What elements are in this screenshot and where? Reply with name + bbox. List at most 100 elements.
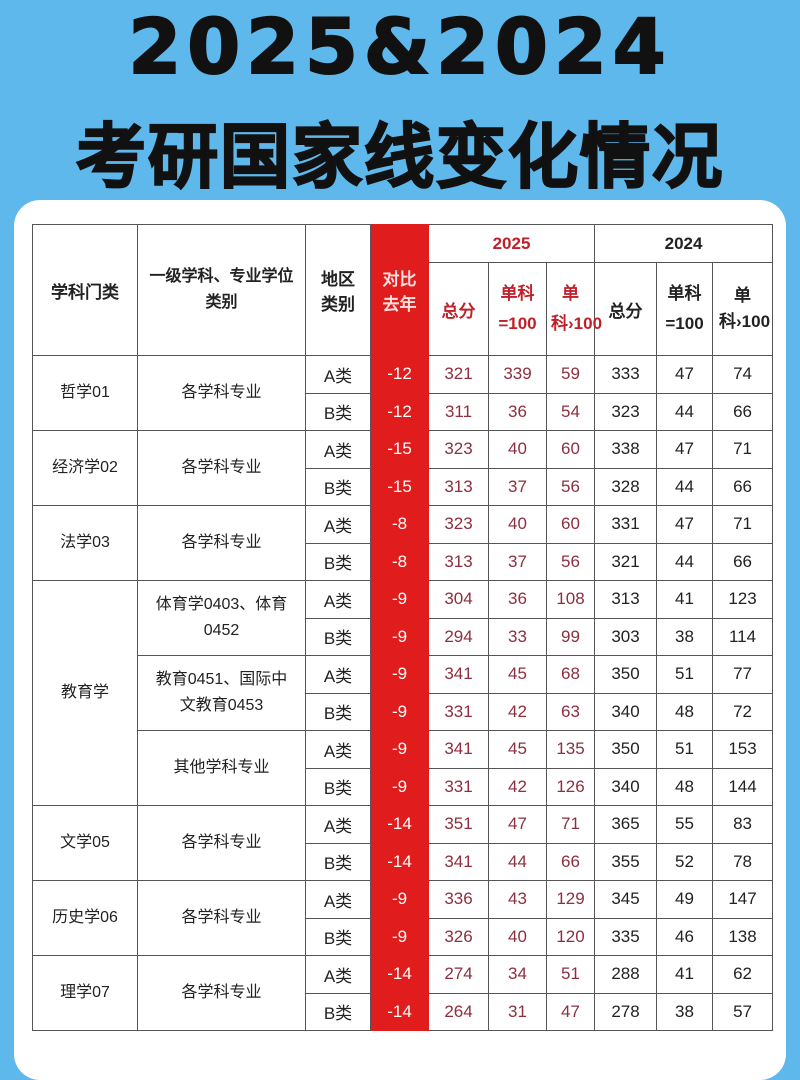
diff-cell: -14 bbox=[370, 992, 429, 1031]
single-eq-2025-cell: 45 bbox=[488, 730, 547, 769]
table-row: 历史学06 各学科专业 A类 -9 336 43 129 345 49 147 bbox=[32, 880, 774, 956]
total-2024-cell: 340 bbox=[594, 692, 658, 731]
single-gt-2024-cell: 66 bbox=[712, 392, 774, 431]
single-gt-2025-cell: 120 bbox=[545, 917, 596, 956]
region-cell: B类 bbox=[305, 992, 371, 1031]
header-region: 地区类别 bbox=[305, 224, 371, 356]
region-cell: B类 bbox=[305, 692, 371, 731]
single-gt-2025-cell: 68 bbox=[545, 655, 596, 694]
single-eq-2024-cell: 41 bbox=[656, 955, 714, 994]
region-cell: A类 bbox=[305, 430, 371, 469]
header-2025-single-eq: 单科=100 bbox=[488, 262, 547, 356]
total-2024-cell: 313 bbox=[594, 580, 658, 619]
single-eq-2024-cell: 44 bbox=[656, 467, 714, 506]
single-eq-2025-cell: 40 bbox=[488, 505, 547, 544]
category-cell: 经济学02 bbox=[32, 430, 138, 506]
header-2025: 2025 bbox=[427, 224, 596, 263]
single-gt-2024-cell: 78 bbox=[712, 842, 774, 881]
table-row: 其他学科专业 A类 -9 341 45 135 350 51 153 bbox=[33, 730, 774, 806]
total-2024-cell: 278 bbox=[594, 992, 658, 1031]
region-cell: A类 bbox=[305, 580, 371, 619]
subject-cell: 各学科专业 bbox=[137, 880, 306, 956]
table-row: 教育0451、国际中文教育0453 A类 -9 341 45 68 350 51 77 bbox=[33, 655, 774, 731]
total-2024-cell: 335 bbox=[594, 917, 658, 956]
total-2024-cell: 323 bbox=[594, 392, 658, 431]
total-2024-cell: 328 bbox=[594, 467, 658, 506]
single-eq-2024-cell: 48 bbox=[656, 767, 714, 806]
score-table: 学科门类 一级学科、专业学位类别 地区类别 对比去年 2025 2024 总分 … bbox=[32, 224, 774, 1031]
single-gt-2024-cell: 66 bbox=[712, 467, 774, 506]
total-2025-cell: 274 bbox=[428, 955, 489, 994]
header-2024-total: 总分 bbox=[594, 262, 658, 356]
single-gt-2025-cell: 99 bbox=[545, 617, 596, 656]
region-cell: A类 bbox=[305, 355, 371, 394]
single-gt-2024-cell: 144 bbox=[712, 767, 774, 806]
single-eq-2025-cell: 40 bbox=[488, 917, 547, 956]
single-gt-2025-cell: 54 bbox=[545, 392, 596, 431]
region-cell: B类 bbox=[305, 392, 371, 431]
single-eq-2024-cell: 47 bbox=[656, 505, 714, 544]
total-2024-cell: 338 bbox=[594, 430, 658, 469]
single-gt-2024-cell: 57 bbox=[712, 992, 774, 1031]
total-2024-cell: 288 bbox=[594, 955, 658, 994]
single-eq-2025-cell: 31 bbox=[488, 992, 547, 1031]
total-2025-cell: 321 bbox=[428, 355, 489, 394]
single-eq-2025-cell: 43 bbox=[488, 880, 547, 919]
header-2025-total: 总分 bbox=[428, 262, 489, 356]
single-gt-2025-cell: 56 bbox=[545, 467, 596, 506]
diff-cell: -9 bbox=[370, 730, 429, 769]
header-diff: 对比去年 bbox=[370, 224, 429, 356]
region-cell: B类 bbox=[305, 842, 371, 881]
single-gt-2024-cell: 83 bbox=[712, 805, 774, 844]
single-gt-2024-cell: 77 bbox=[712, 655, 774, 694]
subject-cell: 各学科专业 bbox=[137, 955, 306, 1031]
total-2025-cell: 264 bbox=[428, 992, 489, 1031]
single-eq-2024-cell: 51 bbox=[656, 730, 714, 769]
single-eq-2025-cell: 37 bbox=[488, 542, 547, 581]
total-2025-cell: 311 bbox=[428, 392, 489, 431]
region-cell: B类 bbox=[305, 767, 371, 806]
single-gt-2025-cell: 71 bbox=[545, 805, 596, 844]
region-cell: A类 bbox=[305, 955, 371, 994]
total-2025-cell: 331 bbox=[428, 767, 489, 806]
header-2024-single-eq: 单科=100 bbox=[656, 262, 714, 356]
single-eq-2025-cell: 42 bbox=[488, 767, 547, 806]
total-2024-cell: 303 bbox=[594, 617, 658, 656]
single-eq-2024-cell: 41 bbox=[656, 580, 714, 619]
total-2024-cell: 345 bbox=[594, 880, 658, 919]
diff-cell: -12 bbox=[370, 392, 429, 431]
header-2024: 2024 bbox=[594, 224, 774, 263]
total-2025-cell: 313 bbox=[428, 542, 489, 581]
category-cell: 哲学01 bbox=[32, 355, 138, 431]
single-gt-2024-cell: 62 bbox=[712, 955, 774, 994]
subject-cell: 各学科专业 bbox=[137, 505, 306, 581]
region-cell: B类 bbox=[305, 467, 371, 506]
single-gt-2025-cell: 63 bbox=[545, 692, 596, 731]
single-gt-2024-cell: 153 bbox=[712, 730, 774, 769]
diff-cell: -9 bbox=[370, 880, 429, 919]
category-cell: 理学07 bbox=[32, 955, 138, 1031]
total-2025-cell: 351 bbox=[428, 805, 489, 844]
single-eq-2025-cell: 37 bbox=[488, 467, 547, 506]
total-2024-cell: 321 bbox=[594, 542, 658, 581]
total-2025-cell: 304 bbox=[428, 580, 489, 619]
title-main: 考研国家线变化情况 bbox=[75, 115, 724, 199]
table-row: B类 -15 313 37 56 328 44 66 bbox=[33, 467, 774, 506]
single-gt-2024-cell: 71 bbox=[712, 430, 774, 469]
single-eq-2024-cell: 52 bbox=[656, 842, 714, 881]
total-2024-cell: 350 bbox=[594, 730, 658, 769]
single-eq-2025-cell: 44 bbox=[488, 842, 547, 881]
total-2025-cell: 313 bbox=[428, 467, 489, 506]
total-2025-cell: 331 bbox=[428, 692, 489, 731]
single-eq-2024-cell: 38 bbox=[656, 992, 714, 1031]
single-eq-2024-cell: 46 bbox=[656, 917, 714, 956]
single-gt-2025-cell: 129 bbox=[545, 880, 596, 919]
table-row: B类 -14 264 31 47 278 38 57 bbox=[33, 992, 774, 1031]
subject-cell: 各学科专业 bbox=[137, 805, 306, 881]
single-gt-2024-cell: 72 bbox=[712, 692, 774, 731]
table-row: B类 -12 311 36 54 323 44 66 bbox=[33, 392, 774, 431]
region-cell: A类 bbox=[305, 655, 371, 694]
total-2025-cell: 326 bbox=[428, 917, 489, 956]
single-gt-2024-cell: 123 bbox=[712, 580, 774, 619]
single-gt-2025-cell: 51 bbox=[545, 955, 596, 994]
